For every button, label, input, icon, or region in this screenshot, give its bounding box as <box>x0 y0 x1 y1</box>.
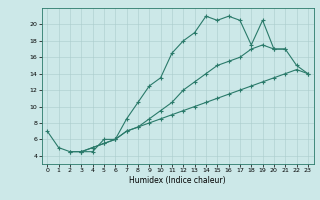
X-axis label: Humidex (Indice chaleur): Humidex (Indice chaleur) <box>129 176 226 185</box>
